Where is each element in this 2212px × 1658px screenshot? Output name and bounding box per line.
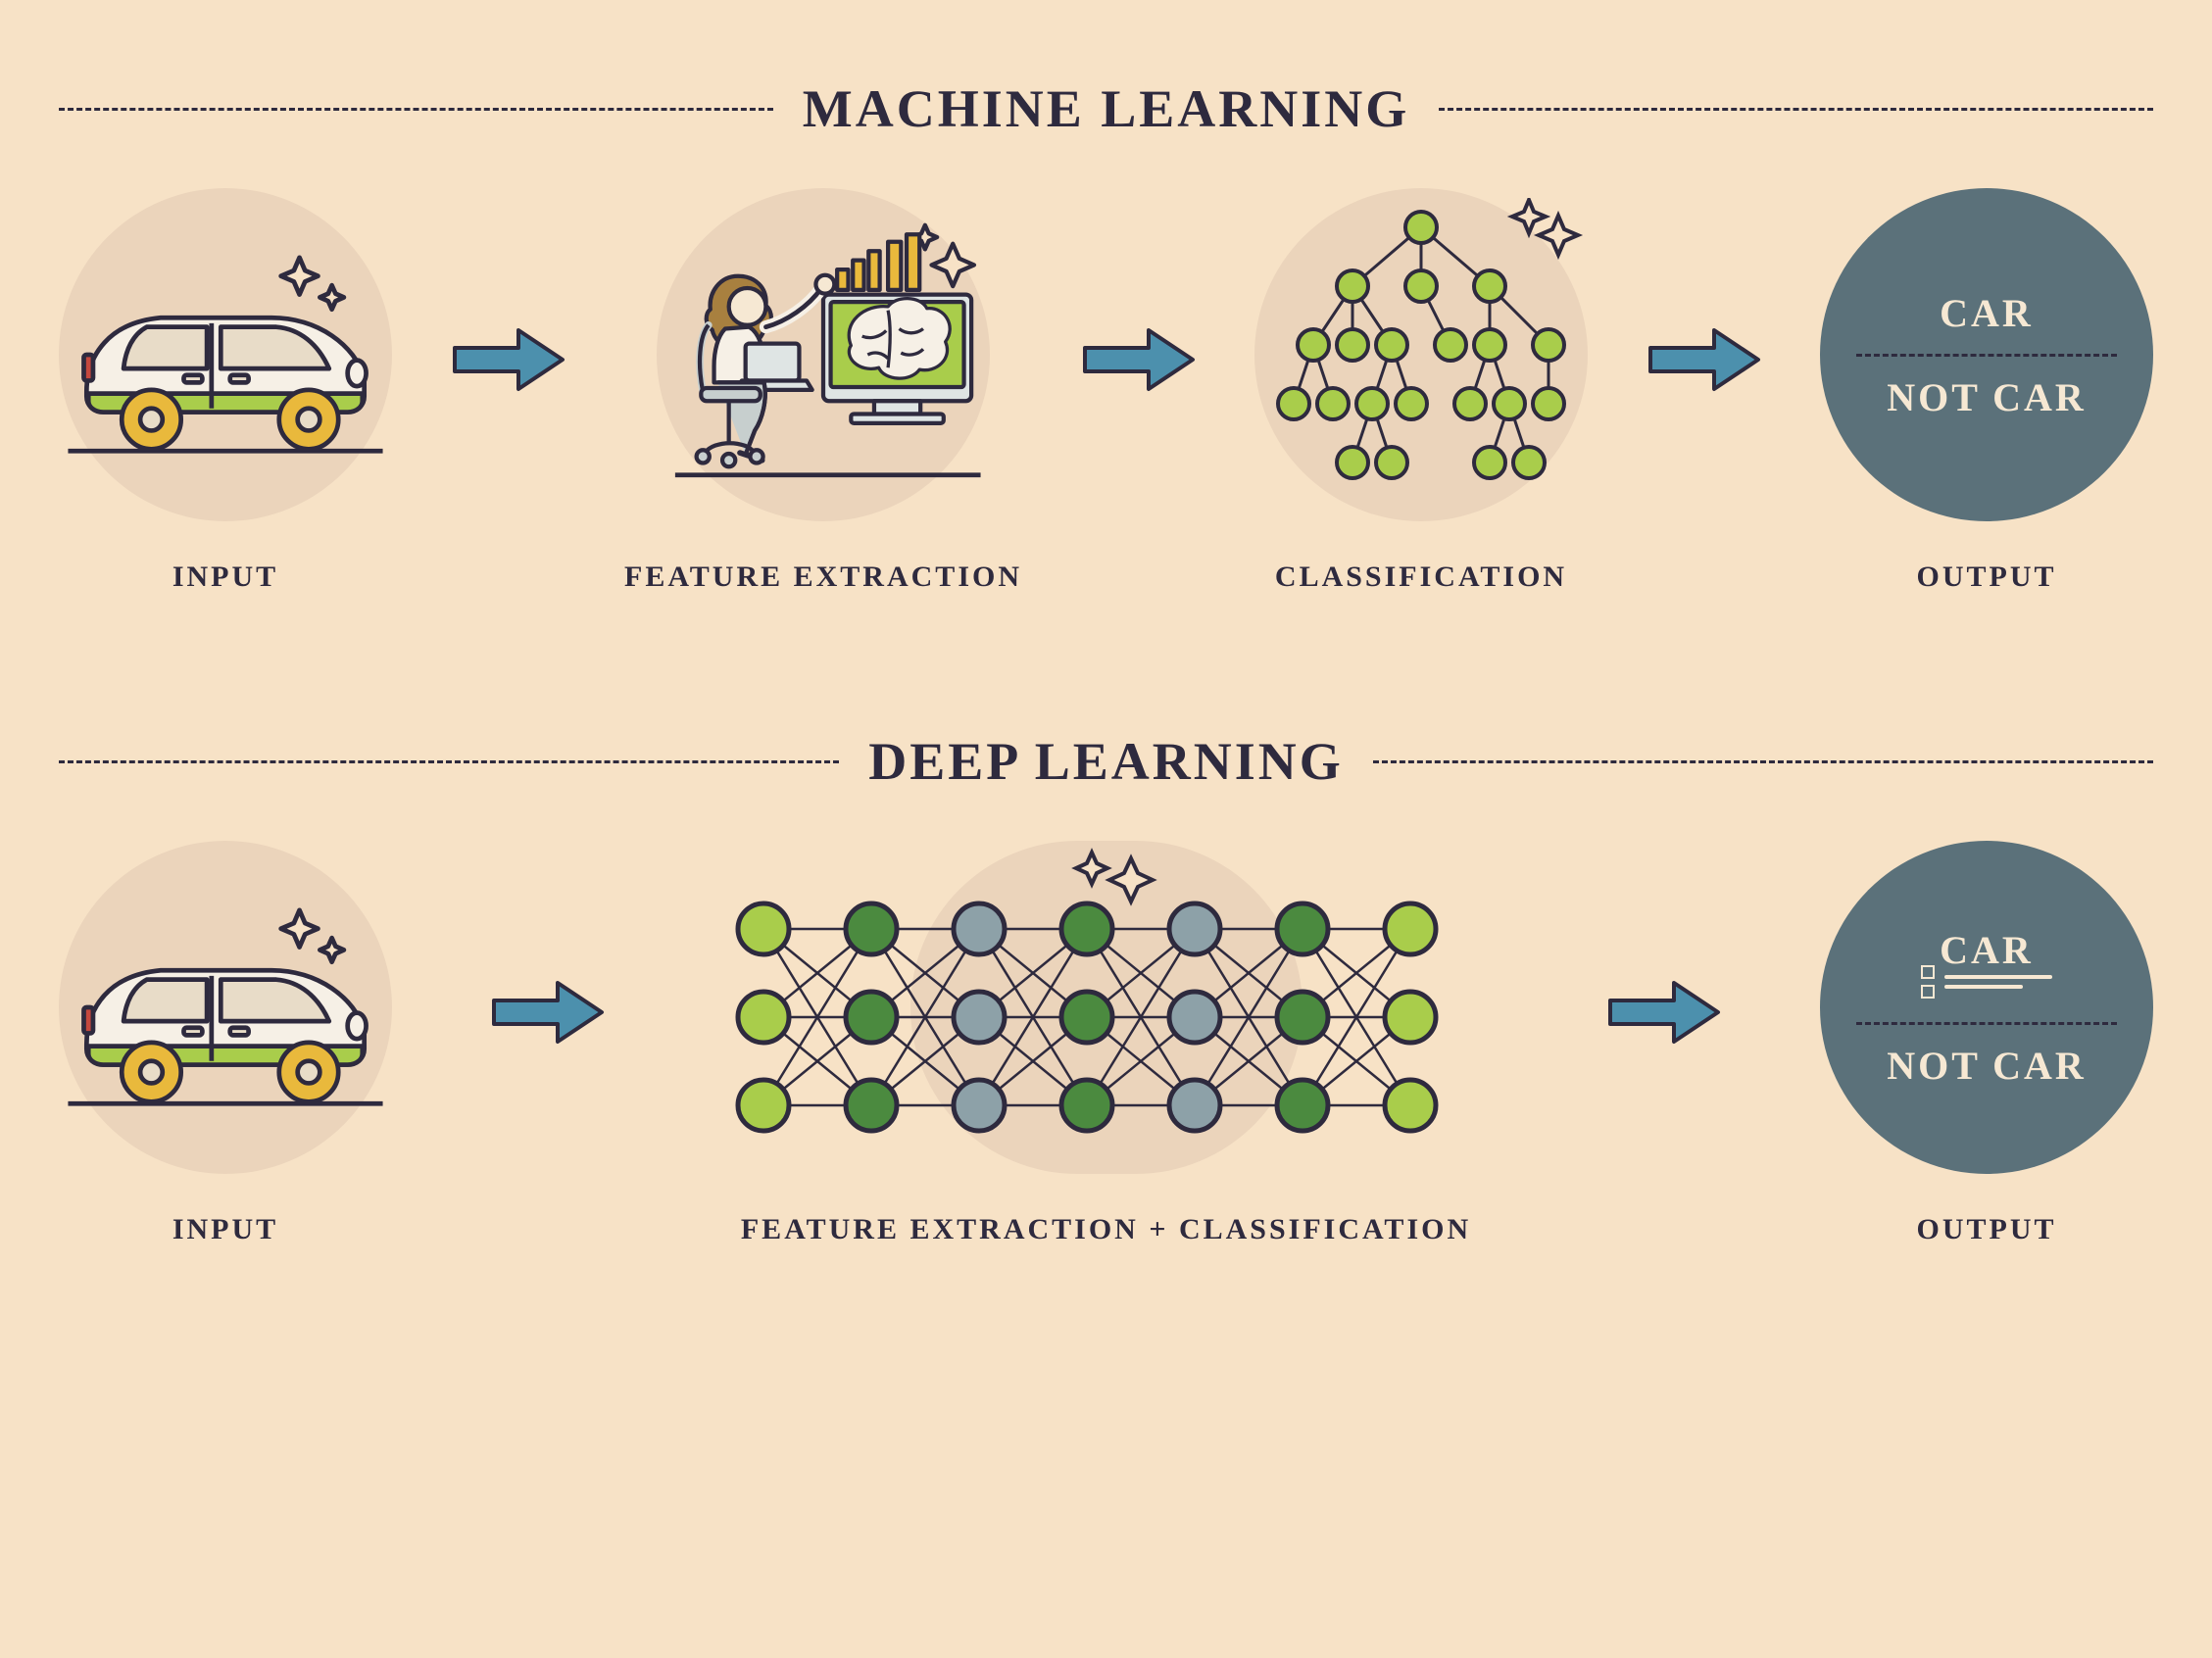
list-icon: [1921, 965, 2052, 999]
divider-line: [1856, 354, 2116, 357]
step-label: FEATURE EXTRACTION + CLASSIFICATION: [741, 1213, 1471, 1246]
divider-line: [59, 760, 839, 763]
dl-step-output: CAR NOT CAR OUTPUT: [1820, 841, 2153, 1246]
dl-row: INPUT: [59, 841, 2153, 1246]
output-circle: CAR NOT CAR: [1820, 841, 2153, 1174]
neural-net-icon: [705, 841, 1508, 1174]
arrow-icon: [450, 320, 567, 404]
ml-title-row: MACHINE LEARNING: [59, 78, 2153, 139]
step-label: OUTPUT: [1916, 1213, 2056, 1246]
dl-step-input: INPUT: [59, 841, 392, 1246]
infographic-root: MACHINE LEARNING: [0, 0, 2212, 1658]
arrow-icon: [1646, 320, 1763, 404]
ml-step-output: CAR NOT CAR OUTPUT: [1820, 188, 2153, 594]
divider-line: [1439, 108, 2153, 111]
output-bottom-label: NOT CAR: [1887, 1043, 2087, 1089]
dl-title: DEEP LEARNING: [839, 731, 1373, 792]
arrow-icon: [489, 973, 607, 1056]
output-bottom-label: NOT CAR: [1887, 374, 2087, 420]
ml-title: MACHINE LEARNING: [773, 78, 1440, 139]
ml-row: INPUT: [59, 188, 2153, 594]
arrow-icon: [1080, 320, 1198, 404]
output-circle: CAR NOT CAR: [1820, 188, 2153, 521]
step-label: FEATURE EXTRACTION: [624, 561, 1022, 594]
output-top-label: CAR: [1940, 290, 2034, 336]
divider-line: [59, 108, 773, 111]
step-label: OUTPUT: [1916, 561, 2056, 594]
dl-title-row: DEEP LEARNING: [59, 731, 2153, 792]
divider-line: [1856, 1022, 2116, 1025]
car-icon: [59, 880, 392, 1135]
arrow-icon: [1605, 973, 1723, 1056]
circle-bg: [59, 841, 392, 1174]
circle-bg: [59, 188, 392, 521]
circle-bg: [1254, 188, 1588, 521]
step-label: INPUT: [172, 1213, 278, 1246]
divider-line: [1373, 760, 2153, 763]
analyst-icon: [657, 198, 990, 512]
dl-step-nn: FEATURE EXTRACTION + CLASSIFICATION: [705, 841, 1508, 1246]
ml-step-input: INPUT: [59, 188, 392, 594]
step-label: CLASSIFICATION: [1275, 561, 1567, 594]
ml-step-feature-extraction: FEATURE EXTRACTION: [624, 188, 1022, 594]
car-icon: [59, 227, 392, 482]
step-label: INPUT: [172, 561, 278, 594]
decision-tree-icon: [1254, 198, 1588, 512]
circle-bg: [657, 188, 990, 521]
ml-step-classification: CLASSIFICATION: [1254, 188, 1588, 594]
